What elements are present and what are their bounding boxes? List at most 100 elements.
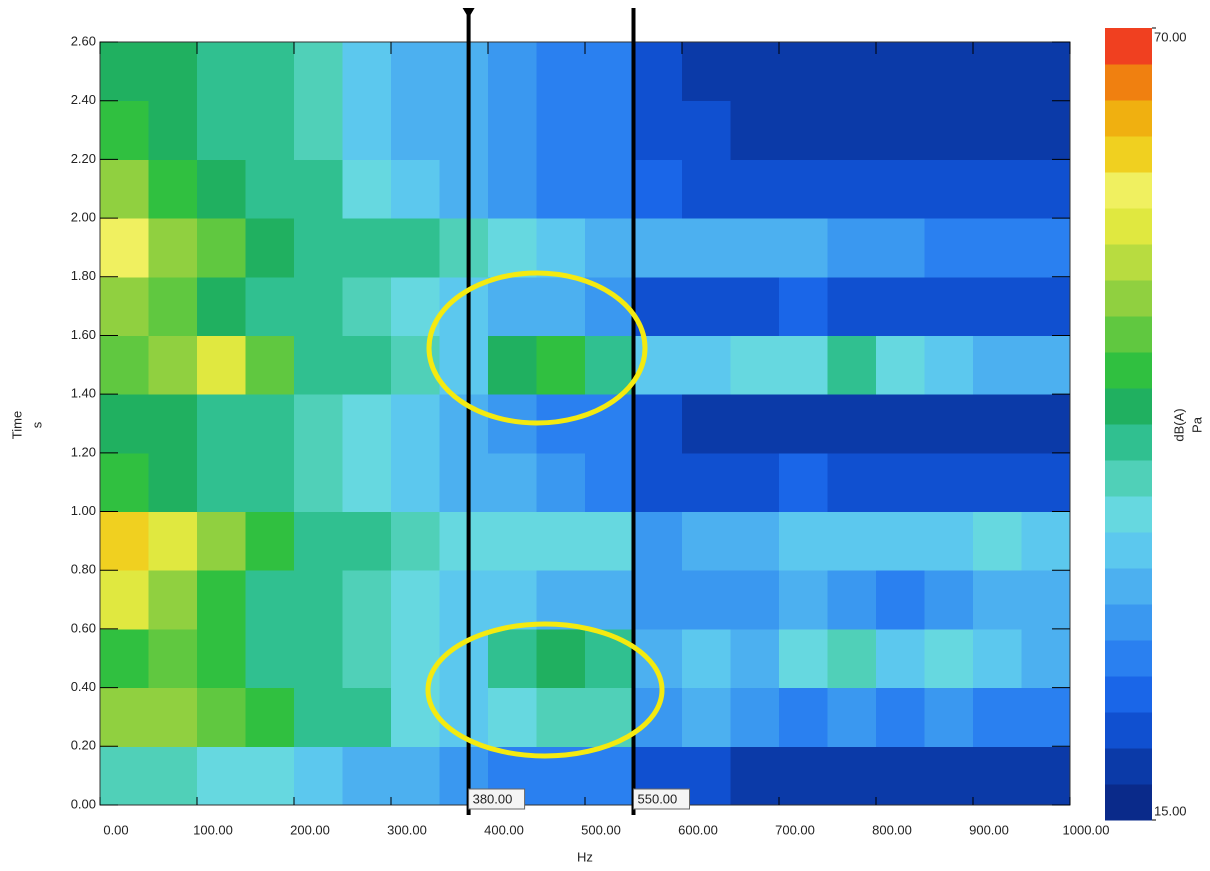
heatmap-cell [779, 512, 828, 571]
heatmap-cell [197, 512, 246, 571]
heatmap-cell [294, 629, 343, 688]
heatmap-cell [779, 453, 828, 512]
heatmap-cell [391, 159, 440, 218]
x-tick-label: 0.00 [103, 822, 128, 837]
heatmap-cell [197, 394, 246, 453]
y-tick-label: 2.40 [71, 92, 96, 107]
heatmap-cell [488, 42, 537, 101]
heatmap-cell [731, 512, 780, 571]
y-axis-unit: s [29, 421, 44, 428]
heatmap-cell [828, 159, 877, 218]
heatmap-cell [828, 512, 877, 571]
heatmap-cell [391, 453, 440, 512]
x-tick-label: 100.00 [193, 822, 233, 837]
y-tick-label: 2.20 [71, 151, 96, 166]
heatmap-cell [973, 101, 1022, 160]
colorbar-unit: Pa [1189, 416, 1204, 433]
heatmap-cell [197, 218, 246, 277]
heatmap-cell [634, 512, 683, 571]
heatmap-cell [294, 570, 343, 629]
heatmap-cell [100, 688, 149, 747]
y-tick-label: 0.60 [71, 620, 96, 635]
heatmap-cell [246, 159, 295, 218]
colorbar-block [1105, 208, 1152, 245]
heatmap-cell [973, 159, 1022, 218]
heatmap-cell [925, 512, 974, 571]
heatmap-cell [925, 688, 974, 747]
x-tick-label: 600.00 [678, 822, 718, 837]
heatmap-cell [876, 394, 925, 453]
colorbar-block [1105, 28, 1152, 65]
heatmap-cell [100, 101, 149, 160]
colorbar-block [1105, 136, 1152, 173]
heatmap-cell [488, 570, 537, 629]
heatmap-cell [925, 570, 974, 629]
heatmap-cell [1022, 277, 1071, 336]
y-tick-label: 1.00 [71, 503, 96, 518]
y-tick-label: 0.40 [71, 679, 96, 694]
heatmap-cell [828, 101, 877, 160]
heatmap-cell [779, 218, 828, 277]
heatmap-cell [585, 746, 634, 805]
heatmap-cell [537, 159, 586, 218]
heatmap-cell [828, 277, 877, 336]
heatmap-cell [488, 688, 537, 747]
heatmap-cell [391, 101, 440, 160]
heatmap-cell [925, 159, 974, 218]
heatmap-cell [634, 394, 683, 453]
cursor-label: 550.00 [638, 791, 678, 806]
colorbar-block [1105, 784, 1152, 821]
heatmap-cell [100, 629, 149, 688]
heatmap-cell [682, 159, 731, 218]
heatmap-cell [343, 394, 392, 453]
heatmap-cell [585, 335, 634, 394]
x-tick-label: 1000.00 [1063, 822, 1110, 837]
heatmap-cell [925, 218, 974, 277]
heatmap-cell [294, 688, 343, 747]
heatmap-cell [634, 570, 683, 629]
heatmap-cell [731, 746, 780, 805]
heatmap-cell [925, 629, 974, 688]
heatmap-cell [391, 629, 440, 688]
heatmap-cell [731, 629, 780, 688]
heatmap-cell [779, 159, 828, 218]
heatmap-cell [585, 42, 634, 101]
heatmap-cell [149, 218, 198, 277]
heatmap-cell [537, 335, 586, 394]
heatmap-cell [1022, 159, 1071, 218]
heatmap-cell [585, 570, 634, 629]
heatmap-cell [537, 688, 586, 747]
heatmap-cell [294, 394, 343, 453]
heatmap [100, 42, 1071, 806]
heatmap-cell [779, 277, 828, 336]
heatmap-cell [731, 218, 780, 277]
chart: 0.00100.00200.00300.00400.00500.00600.00… [0, 0, 1210, 871]
heatmap-cell [682, 277, 731, 336]
heatmap-cell [828, 746, 877, 805]
heatmap-cell [246, 512, 295, 571]
x-tick-label: 900.00 [969, 822, 1009, 837]
heatmap-cell [100, 335, 149, 394]
heatmap-cell [197, 277, 246, 336]
heatmap-cell [343, 218, 392, 277]
heatmap-cell [779, 570, 828, 629]
heatmap-cell [634, 218, 683, 277]
heatmap-cell [391, 570, 440, 629]
heatmap-cell [391, 394, 440, 453]
heatmap-cell [876, 335, 925, 394]
cursor-marker [463, 8, 475, 18]
heatmap-cell [925, 746, 974, 805]
heatmap-cell [294, 101, 343, 160]
heatmap-cell [391, 42, 440, 101]
heatmap-cell [1022, 101, 1071, 160]
heatmap-cell [876, 629, 925, 688]
heatmap-cell [246, 277, 295, 336]
heatmap-cell [876, 570, 925, 629]
heatmap-cell [197, 746, 246, 805]
colorbar-block [1105, 280, 1152, 317]
heatmap-cell [246, 746, 295, 805]
heatmap-cell [925, 277, 974, 336]
heatmap-cell [682, 512, 731, 571]
y-tick-label: 1.60 [71, 327, 96, 342]
heatmap-cell [828, 42, 877, 101]
